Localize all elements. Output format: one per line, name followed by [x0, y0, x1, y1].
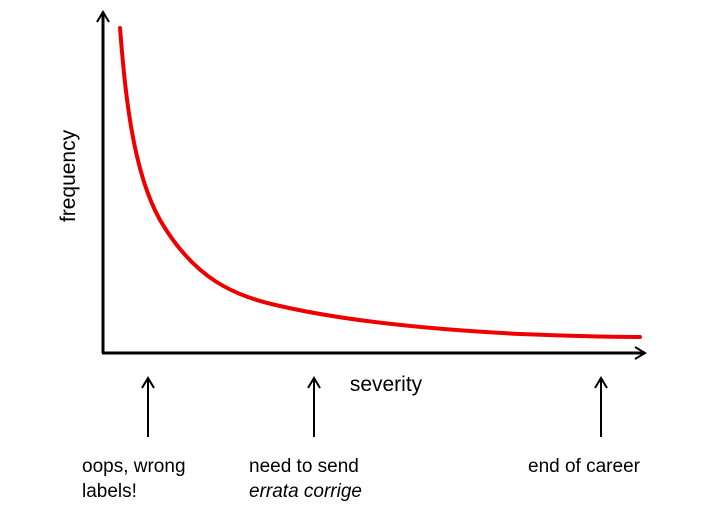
annotation-errata: need to send errata corrige	[249, 454, 362, 504]
annotation-oops-line1: oops, wrong	[82, 456, 186, 477]
annotation-oops-line2: labels!	[82, 481, 137, 502]
x-axis-label: severity	[350, 373, 423, 396]
annotation-errata-line2: errata corrige	[249, 481, 362, 502]
annotation-career-line1: end of career	[528, 456, 640, 477]
annotation-oops: oops, wrong labels!	[82, 454, 186, 504]
annotation-errata-line1: need to send	[249, 456, 359, 477]
frequency-curve	[118, 26, 642, 339]
y-axis-label: frequency	[57, 129, 80, 222]
annotation-career: end of career	[528, 454, 640, 479]
